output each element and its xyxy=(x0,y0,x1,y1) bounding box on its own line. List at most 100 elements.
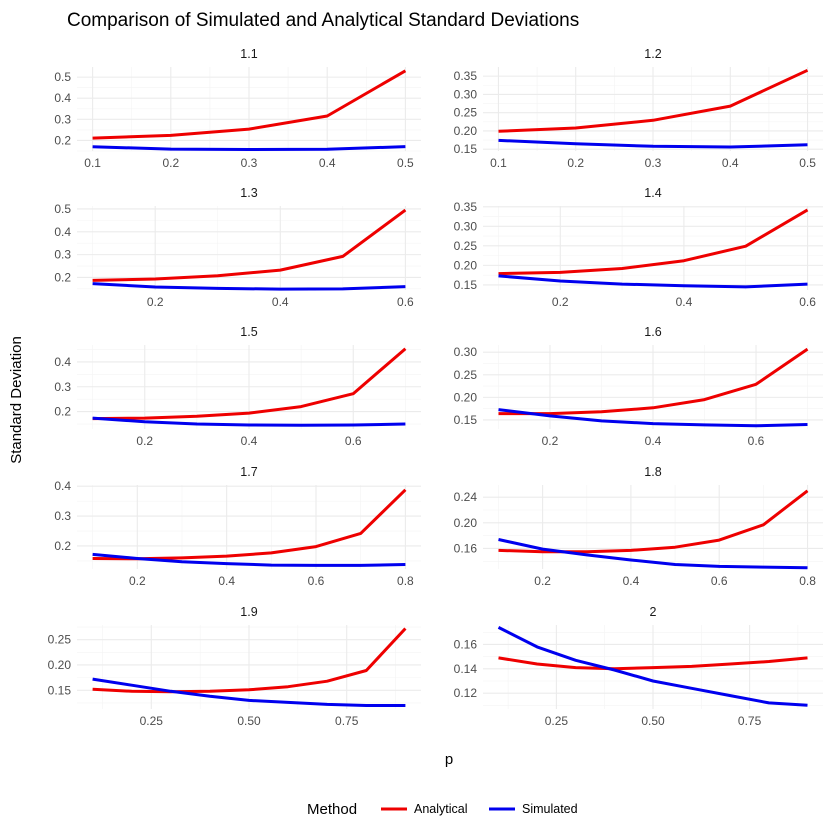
x-tick-label: 0.5 xyxy=(397,156,414,170)
y-tick-label: 0.20 xyxy=(454,516,478,530)
y-tick-label: 0.25 xyxy=(48,633,72,647)
x-tick-label: 0.2 xyxy=(552,295,569,309)
y-tick-label: 0.3 xyxy=(54,380,71,394)
facet-panel-1-9: 1.9 0.25 0.50 0.75 0.15 0.20 0.25 xyxy=(48,605,421,728)
chart-title: Comparison of Simulated and Analytical S… xyxy=(67,10,579,31)
y-tick-label: 0.4 xyxy=(54,355,71,369)
x-tick-label: 0.4 xyxy=(623,574,640,588)
facet-panel-2: 2 0.25 0.50 0.75 0.12 0.14 0.16 xyxy=(454,605,823,728)
y-tick-label: 0.20 xyxy=(454,390,478,404)
x-tick-label: 0.75 xyxy=(738,714,762,728)
series-line-analytical xyxy=(498,68,809,133)
legend: Method Analytical Simulated xyxy=(307,801,578,818)
x-tick-label: 0.2 xyxy=(534,574,551,588)
x-tick-label: 0.3 xyxy=(241,156,258,170)
y-tick-label: 0.30 xyxy=(454,219,478,233)
x-tick-label: 0.1 xyxy=(84,156,101,170)
series-line-analytical xyxy=(92,69,407,140)
facet-panel-1-7: 1.7 0.2 0.4 0.6 0.8 0.2 0.3 0.4 xyxy=(54,465,421,588)
y-tick-label: 0.2 xyxy=(54,539,71,553)
facet-strip-label: 1.5 xyxy=(240,325,257,339)
facet-strip-label: 1.7 xyxy=(240,465,257,479)
y-tick-label: 0.30 xyxy=(454,87,478,101)
series-line-simulated xyxy=(497,626,808,707)
x-tick-label: 0.1 xyxy=(490,156,507,170)
y-tick-label: 0.5 xyxy=(54,202,71,216)
x-tick-label: 0.4 xyxy=(218,574,235,588)
x-tick-label: 0.25 xyxy=(545,714,569,728)
y-tick-label: 0.20 xyxy=(48,658,72,672)
y-tick-label: 0.4 xyxy=(54,479,71,493)
series-line-analytical xyxy=(92,488,407,561)
y-axis-title: Standard Deviation xyxy=(8,336,25,464)
series-line-simulated xyxy=(498,138,808,149)
x-tick-label: 0.2 xyxy=(162,156,179,170)
x-tick-label: 0.2 xyxy=(129,574,146,588)
x-tick-label: 0.6 xyxy=(799,295,816,309)
facet-strip-label: 2 xyxy=(650,605,657,619)
y-tick-label: 0.15 xyxy=(454,278,478,292)
x-tick-label: 0.50 xyxy=(641,714,665,728)
series-line-analytical xyxy=(92,347,407,421)
facet-panel-1-6: 1.6 0.2 0.4 0.6 0.15 0.20 0.25 0.30 xyxy=(454,325,823,448)
x-tick-label: 0.75 xyxy=(335,714,359,728)
y-tick-label: 0.3 xyxy=(54,509,71,523)
facet-panel-1-4: 1.4 0.2 0.4 0.6 0.15 0.20 0.25 0.30 0.35 xyxy=(454,186,823,309)
x-tick-label: 0.4 xyxy=(272,295,289,309)
y-tick-label: 0.16 xyxy=(454,637,478,651)
series-line-simulated xyxy=(92,282,406,291)
y-tick-label: 0.30 xyxy=(454,345,478,359)
facet-panel-1-3: 1.3 0.2 0.4 0.6 0.2 0.3 0.4 0.5 xyxy=(54,186,421,309)
series-line-analytical xyxy=(498,347,809,416)
x-tick-label: 0.4 xyxy=(241,434,258,448)
x-tick-label: 0.4 xyxy=(722,156,739,170)
facet-strip-label: 1.2 xyxy=(644,47,661,61)
x-tick-label: 0.2 xyxy=(136,434,153,448)
y-tick-label: 0.15 xyxy=(48,683,72,697)
series-line-analytical xyxy=(498,489,809,554)
x-tick-label: 0.2 xyxy=(542,434,559,448)
x-tick-label: 0.5 xyxy=(799,156,816,170)
y-tick-label: 0.15 xyxy=(454,142,478,156)
y-tick-label: 0.2 xyxy=(54,405,71,419)
y-tick-label: 0.4 xyxy=(54,91,71,105)
series-line-simulated xyxy=(498,408,808,428)
series-line-analytical xyxy=(92,208,407,282)
series-line-simulated xyxy=(498,538,808,570)
facet-panel-1-1: 1.1 0.1 0.2 0.3 0.4 0.5 0.2 0.3 0.4 0.5 xyxy=(54,47,421,170)
facet-strip-label: 1.8 xyxy=(644,465,661,479)
y-tick-label: 0.35 xyxy=(454,200,478,214)
y-tick-label: 0.3 xyxy=(54,248,71,262)
facet-panel-1-8: 1.8 0.2 0.4 0.6 0.8 0.16 0.20 0.24 xyxy=(454,465,823,588)
y-tick-label: 0.25 xyxy=(454,239,478,253)
x-tick-label: 0.8 xyxy=(799,574,816,588)
x-tick-label: 0.4 xyxy=(645,434,662,448)
y-tick-label: 0.5 xyxy=(54,70,71,84)
y-tick-label: 0.25 xyxy=(454,368,478,382)
facet-strip-label: 1.4 xyxy=(644,186,661,200)
x-tick-label: 0.4 xyxy=(676,295,693,309)
facet-strip-label: 1.9 xyxy=(240,605,257,619)
y-tick-label: 0.25 xyxy=(454,106,478,120)
y-tick-label: 0.2 xyxy=(54,133,71,147)
legend-label-simulated: Simulated xyxy=(522,802,578,816)
y-tick-label: 0.35 xyxy=(454,69,478,83)
y-tick-label: 0.16 xyxy=(454,541,478,555)
y-tick-label: 0.14 xyxy=(454,662,478,676)
x-tick-label: 0.2 xyxy=(567,156,584,170)
facet-strip-label: 1.6 xyxy=(644,325,661,339)
x-tick-label: 0.6 xyxy=(345,434,362,448)
facet-strip-label: 1.3 xyxy=(240,186,257,200)
x-tick-label: 0.6 xyxy=(748,434,765,448)
legend-title: Method xyxy=(307,801,357,818)
series-line-analytical xyxy=(92,627,407,694)
series-line-analytical xyxy=(498,208,809,276)
x-tick-label: 0.3 xyxy=(645,156,662,170)
facet-strip-label: 1.1 xyxy=(240,47,257,61)
x-tick-label: 0.6 xyxy=(397,295,414,309)
x-tick-label: 0.25 xyxy=(140,714,164,728)
x-tick-label: 0.2 xyxy=(147,295,164,309)
y-tick-label: 0.3 xyxy=(54,112,71,126)
x-axis-title: p xyxy=(445,751,453,768)
